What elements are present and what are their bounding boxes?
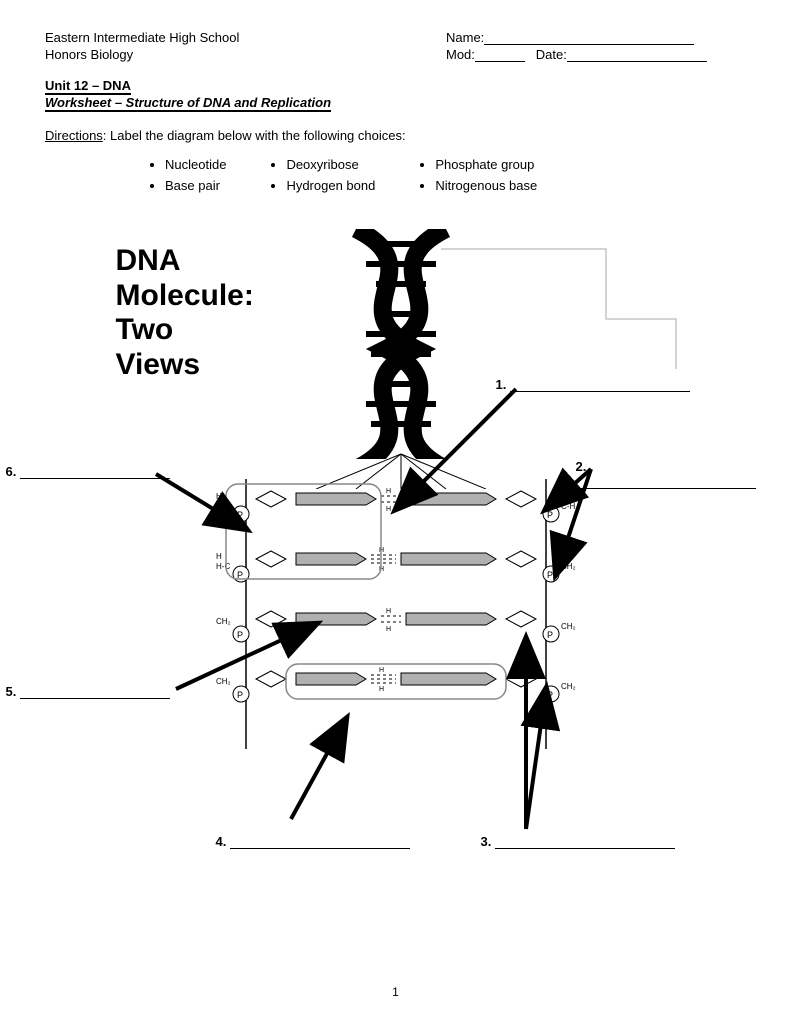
header-row-1: Eastern Intermediate High School Name: (45, 30, 746, 45)
label-number: 4. (216, 834, 227, 849)
choice-item: Base pair (165, 178, 226, 193)
svg-text:CH₂: CH₂ (561, 682, 576, 691)
label-blank-3[interactable] (495, 837, 675, 849)
diagram-title: DNA Molecule: Two Views (116, 244, 254, 382)
name-field: Name: (446, 30, 746, 45)
svg-text:P: P (547, 570, 553, 580)
dna-diagram: DNA Molecule: Two Views (46, 219, 746, 869)
choice-item: Phosphate group (435, 157, 537, 172)
label-number: 2. (576, 459, 587, 474)
svg-text:P: P (547, 690, 553, 700)
label-number: 1. (496, 377, 507, 392)
svg-text:H: H (386, 626, 391, 633)
diagram-title-line: DNA (116, 244, 254, 279)
date-label: Date: (536, 47, 567, 62)
svg-text:H: H (568, 492, 574, 501)
directions-label: Directions (45, 128, 103, 143)
label-3: 3. (481, 834, 675, 849)
svg-text:H-C: H-C (216, 502, 230, 511)
label-number: 5. (6, 684, 17, 699)
label-blank-6[interactable] (20, 467, 170, 479)
choice-item: Hydrogen bond (286, 178, 375, 193)
label-blank-1[interactable] (510, 380, 690, 392)
svg-text:H: H (386, 608, 391, 615)
directions-text: : Label the diagram below with the follo… (103, 128, 406, 143)
label-4: 4. (216, 834, 410, 849)
svg-text:CH₂: CH₂ (216, 617, 231, 626)
svg-text:P: P (547, 630, 553, 640)
svg-text:H: H (216, 492, 222, 501)
choice-col-3: Phosphate group Nitrogenous base (435, 157, 537, 199)
label-1: 1. (496, 377, 690, 392)
svg-text:P: P (237, 510, 243, 520)
label-number: 3. (481, 834, 492, 849)
svg-text:C-H: C-H (561, 502, 575, 511)
svg-text:H: H (386, 488, 391, 495)
diagram-title-line: Views (116, 348, 254, 383)
label-blank-2[interactable] (576, 477, 756, 489)
svg-text:H: H (379, 686, 384, 693)
directions: Directions: Label the diagram below with… (45, 128, 746, 143)
helix-icon (316, 229, 486, 489)
diagram-title-line: Molecule: (116, 279, 254, 314)
course-name: Honors Biology (45, 47, 446, 62)
diagram-title-line: Two (116, 313, 254, 348)
worksheet-title: Worksheet – Structure of DNA and Replica… (45, 95, 331, 112)
svg-text:CH₂: CH₂ (216, 677, 231, 686)
date-blank[interactable] (567, 61, 707, 62)
label-number: 6. (6, 464, 17, 479)
name-blank[interactable] (484, 44, 694, 45)
unit-title: Unit 12 – DNA (45, 78, 131, 95)
svg-text:P: P (547, 510, 553, 520)
svg-text:CH₂: CH₂ (561, 562, 576, 571)
svg-text:H: H (379, 667, 384, 674)
choice-item: Nucleotide (165, 157, 226, 172)
school-name: Eastern Intermediate High School (45, 30, 446, 45)
choices-list: Nucleotide Base pair Deoxyribose Hydroge… (165, 157, 746, 199)
label-2: 2. (576, 459, 756, 489)
mod-label: Mod: (446, 47, 475, 62)
svg-text:H: H (386, 506, 391, 513)
label-blank-4[interactable] (230, 837, 410, 849)
ladder-icon: P H H P P H H P P (186, 469, 606, 769)
label-blank-5[interactable] (20, 687, 170, 699)
svg-text:H: H (216, 552, 222, 561)
mod-date-field: Mod: Date: (446, 47, 746, 62)
choice-item: Deoxyribose (286, 157, 375, 172)
page-number: 1 (392, 985, 399, 999)
svg-text:CH₂: CH₂ (561, 622, 576, 631)
label-6: 6. (6, 464, 170, 479)
choice-col-1: Nucleotide Base pair (165, 157, 226, 199)
svg-text:H-C: H-C (216, 562, 230, 571)
svg-text:P: P (237, 690, 243, 700)
name-label: Name: (446, 30, 484, 45)
svg-text:P: P (237, 630, 243, 640)
choice-col-2: Deoxyribose Hydrogen bond (286, 157, 375, 199)
header-row-2: Honors Biology Mod: Date: (45, 47, 746, 62)
label-5: 5. (6, 684, 170, 699)
mod-blank[interactable] (475, 61, 525, 62)
choice-item: Nitrogenous base (435, 178, 537, 193)
